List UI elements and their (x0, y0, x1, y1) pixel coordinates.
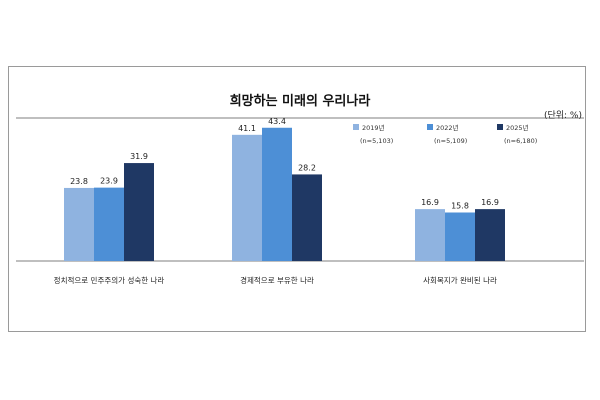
legend-series-sample: (n=6,180) (504, 137, 537, 145)
bars-group (64, 127, 505, 262)
value-label: 43.4 (268, 117, 286, 126)
bar-2019년-1 (232, 134, 262, 261)
value-label: 23.8 (70, 177, 88, 186)
category-label: 사회복지가 완비된 나라 (423, 275, 497, 285)
legend-series-sample: (n=5,103) (360, 137, 393, 145)
bar-2025년-2 (475, 209, 505, 261)
value-label: 15.8 (451, 201, 469, 210)
legend-series-name: 2022년 (436, 123, 459, 132)
unit-label: (단위: %) (543, 111, 582, 121)
bar-2025년-1 (292, 174, 322, 261)
category-label: 정치적으로 민주주의가 성숙한 나라 (54, 275, 165, 285)
legend-swatch (353, 124, 359, 130)
legend-swatch (427, 124, 433, 130)
bar-2022년-1 (262, 127, 292, 262)
labels-group: 23.8 23.9 31.9 정치적으로 민주주의가 성숙한 나라 41.1 43.4 28… (54, 117, 499, 285)
chart-title: 희망하는 미래의 우리나라 (229, 94, 371, 109)
bar-2019년-0 (64, 187, 94, 261)
legend: 2019년 (n=5,103) 2022년 (n=5,109) 2025년 (n=6,18… (353, 123, 537, 145)
value-label: 28.2 (298, 163, 316, 172)
value-label: 16.9 (421, 198, 439, 207)
chart-frame (8, 66, 586, 332)
legend-series-sample: (n=5,109) (434, 137, 467, 145)
legend-swatch (497, 124, 503, 130)
bar-2022년-2 (445, 212, 475, 261)
legend-series-name: 2025년 (506, 123, 529, 132)
category-label: 경제적으로 부유한 나라 (240, 275, 314, 285)
bar-2025년-0 (124, 163, 154, 261)
value-label: 41.1 (238, 124, 256, 133)
value-label: 23.9 (100, 177, 118, 186)
bar-2019년-2 (415, 209, 445, 261)
bar-2022년-0 (94, 187, 124, 261)
value-label: 31.9 (130, 152, 148, 161)
value-label: 16.9 (481, 198, 499, 207)
legend-series-name: 2019년 (362, 123, 385, 132)
